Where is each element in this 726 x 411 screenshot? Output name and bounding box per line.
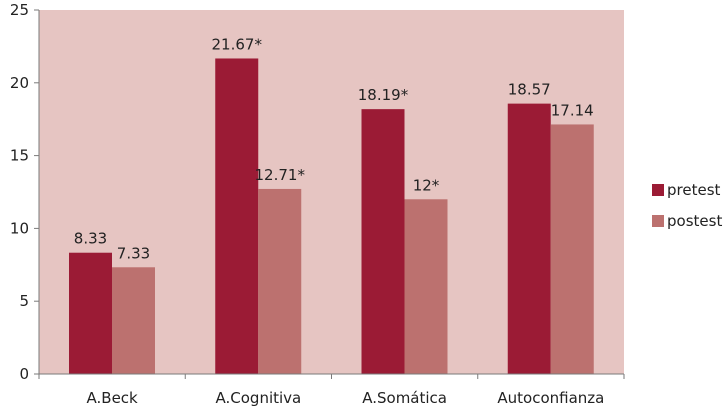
data-label: 7.33 (117, 244, 150, 262)
y-tick-label: 15 (10, 147, 29, 165)
legend-swatch-postest (652, 215, 664, 227)
x-category-label: A.Cognitiva (216, 389, 302, 407)
data-label: 17.14 (551, 101, 594, 119)
x-category-label: A.Beck (87, 389, 139, 407)
data-label: 18.19* (358, 86, 409, 104)
data-label: 12* (413, 176, 440, 194)
bar-postest (404, 199, 448, 374)
bar-postest (550, 124, 594, 375)
x-category-label: Autoconfianza (497, 389, 604, 407)
legend-label-postest: postest (667, 212, 722, 230)
x-category-label: A.Somática (362, 389, 447, 407)
data-label: 18.57 (508, 81, 551, 99)
bar-postest (258, 188, 302, 374)
bar-pretest (215, 58, 259, 374)
y-tick-label: 25 (10, 1, 29, 19)
legend-label-pretest: pretest (667, 181, 721, 199)
legend-swatch-pretest (652, 184, 664, 196)
y-tick-label: 0 (19, 365, 29, 383)
y-tick-label: 10 (10, 219, 29, 237)
y-tick-label: 20 (10, 74, 29, 92)
data-label: 12.71* (255, 166, 306, 184)
bar-pretest (361, 109, 405, 375)
bar-pretest (507, 103, 551, 375)
bar-pretest (69, 252, 112, 374)
bar-postest (112, 267, 155, 374)
data-label: 8.33 (74, 230, 107, 248)
y-tick-label: 5 (19, 292, 29, 310)
data-label: 21.67* (212, 35, 263, 53)
